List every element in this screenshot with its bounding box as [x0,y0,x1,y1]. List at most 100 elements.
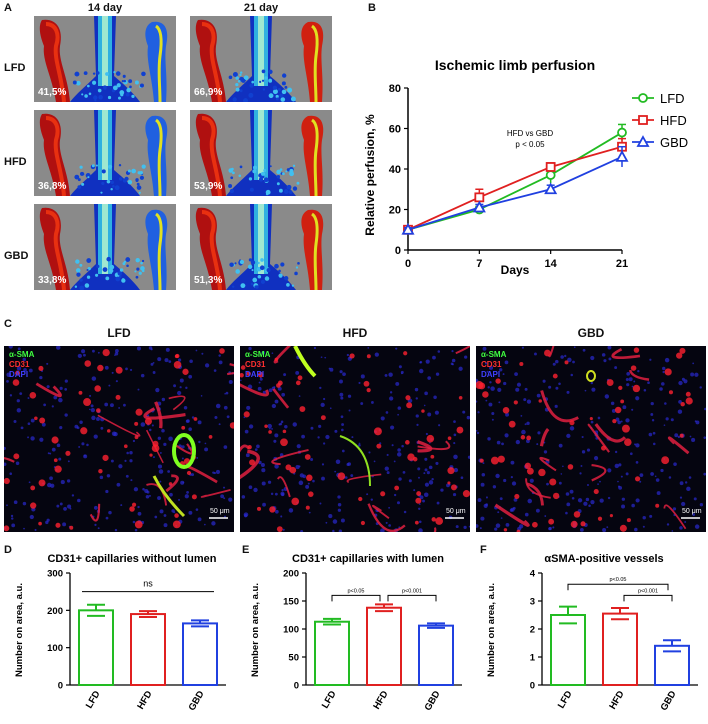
y-tick-label: 0 [395,245,401,257]
significance-label: ns [143,579,153,589]
row-label-hfd: HFD [4,156,27,168]
x-tick-label-hfd: HFD [371,689,390,712]
legend-label: HFD [660,113,687,128]
bar-chart-asma-vessels: αSMA-positive vessels Number on area, a.u… [486,553,698,713]
data-point [545,170,556,180]
data-point [472,200,486,213]
y-tick-label: 0 [530,681,535,692]
y-axis-label: Relative perfusion, % [363,114,377,236]
micro-header-lfd: LFD [107,326,131,340]
legend-item-hfd: HFD [632,113,687,128]
micrograph-gbd: α-SMA CD31 DAPI 50 μm [476,346,706,532]
bar-lfd [314,620,350,686]
legend-item-lfd: LFD [632,91,685,106]
y-tick-label: 4 [530,569,536,580]
bar-gbd [182,622,218,686]
panel-letter-c: C [4,318,12,330]
stain-label: DAPI [9,370,29,379]
data-point [638,93,648,103]
y-tick-label: 20 [389,205,401,217]
annotation-line-1: HFD vs GBD [507,129,553,138]
perfusion-percent: 36,8% [38,181,67,192]
data-point [545,162,556,172]
bar-gbd [418,624,454,686]
y-tick-label: 80 [389,83,401,95]
significance-label: p<0.001 [402,588,422,594]
significance-bracket: p<0.001 [387,588,437,602]
x-tick-label-lfd: LFD [556,689,575,711]
bracket-line [567,583,669,591]
x-tick-label: 21 [616,258,628,270]
y-tick-label: 200 [47,606,63,617]
x-tick-label-lfd: LFD [84,689,103,711]
doppler-scan-gbd-21: 51,3% [190,204,332,290]
chart-title: αSMA-positive vessels [544,553,663,565]
chart-title: Ischemic limb perfusion [435,57,595,73]
significance-bracket: p<0.001 [623,588,673,602]
y-tick-label: 1 [530,653,536,664]
x-tick-label: 0 [405,258,411,270]
series-gbd [401,145,629,235]
bracket-line [623,594,673,602]
series-hfd [403,137,627,235]
y-axis-label: Number on area, a.u. [250,583,261,677]
perfusion-percent: 41,5% [38,87,67,98]
y-tick-label: 100 [47,643,63,654]
data-point [636,135,650,147]
doppler-scan-gbd-14: 33,8% [34,204,176,290]
stain-label: CD31 [245,360,266,369]
chart-title: CD31+ capillaries with lumen [292,553,444,565]
stain-label: DAPI [481,370,501,379]
y-tick-label: 200 [283,569,299,580]
y-tick-label: 60 [389,124,401,136]
panel-letter-b: B [368,2,376,14]
data-point [638,115,648,125]
scale-bar-label: 50 μm [682,508,702,515]
micro-header-hfd: HFD [342,326,368,340]
y-tick-label: 300 [47,569,63,580]
bar-hfd [602,612,638,686]
bar-hfd [130,613,166,686]
x-axis-label: Days [501,263,530,277]
data-point [615,149,629,162]
chart-title: CD31+ capillaries without lumen [47,553,216,565]
significance-label: p<0.05 [610,577,627,583]
y-tick-label: 2 [530,625,535,636]
doppler-scan-hfd-14: 36,8% [34,110,176,196]
perfusion-percent: 51,3% [194,275,223,286]
y-tick-label: 100 [283,625,299,636]
column-header-21-day: 21 day [243,2,279,14]
bar-chart-capillaries-with-lumen: CD31+ capillaries with lumen Number on ar… [250,553,462,713]
y-tick-label: 0 [58,681,63,692]
bracket-line [387,594,437,602]
perfusion-percent: 53,9% [194,181,223,192]
y-tick-label: 50 [288,653,299,664]
series-line [407,156,623,231]
stain-label: α-SMA [481,350,507,359]
significance-label: p<0.001 [638,588,658,594]
x-tick-label-lfd: LFD [320,689,339,711]
row-label-lfd: LFD [4,62,26,74]
doppler-scan-lfd-14: 41,5% [34,16,176,102]
x-tick-label: 14 [545,258,558,270]
perfusion-percent: 33,8% [38,275,67,286]
row-label-gbd: GBD [4,250,29,262]
doppler-scan-lfd-21: 66,9% [190,16,332,102]
column-header-14-day: 14 day [87,2,123,14]
panel-letter-e: E [242,544,250,556]
stain-label: CD31 [481,360,502,369]
bracket-line [331,594,381,602]
significance-label: p<0.05 [348,588,365,594]
data-point [401,222,415,235]
data-point [544,182,558,195]
doppler-scan-hfd-21: 53,9% [190,110,332,196]
y-tick-label: 150 [283,597,299,608]
x-tick-label-gbd: GBD [187,689,207,713]
series-line [407,145,623,231]
stain-label: α-SMA [9,350,35,359]
panel-letter-f: F [480,544,487,556]
x-tick-label: 7 [476,258,482,270]
bar-lfd [550,614,586,686]
x-tick-label-hfd: HFD [607,689,626,712]
